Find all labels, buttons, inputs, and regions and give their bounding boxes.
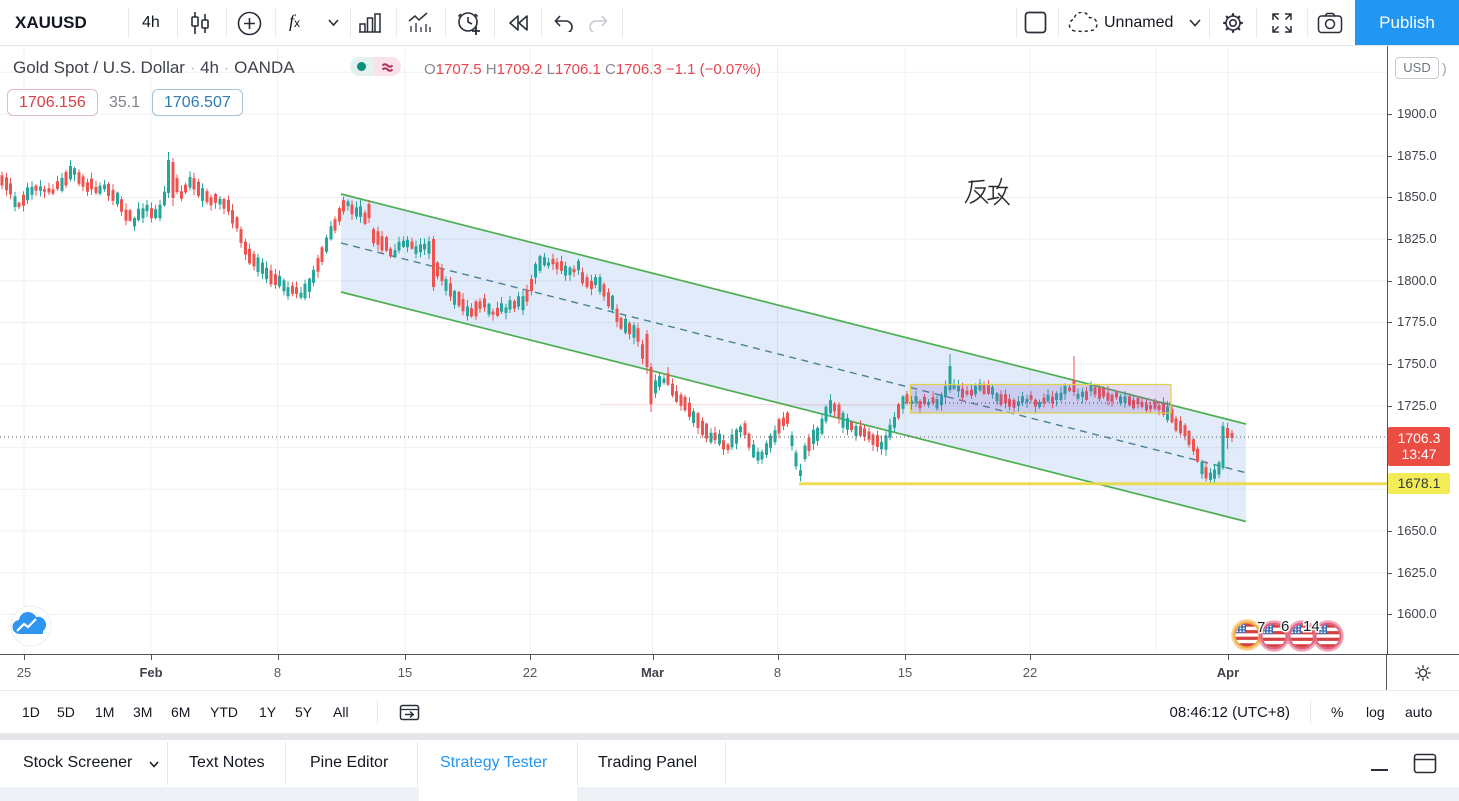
svg-text:7: 7: [1257, 619, 1265, 636]
svg-text:14: 14: [1303, 618, 1320, 635]
svg-text:6: 6: [1281, 618, 1289, 635]
